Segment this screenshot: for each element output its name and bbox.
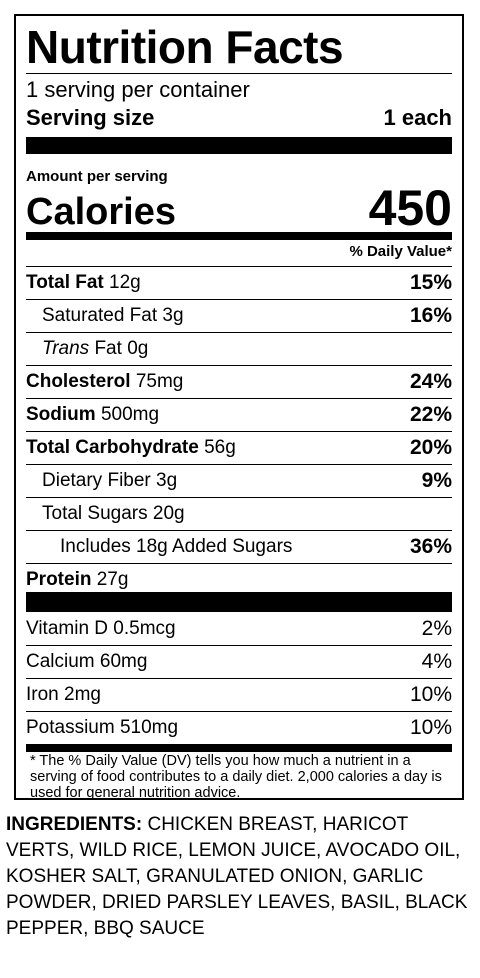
vitamin-amount: 2mg (64, 684, 101, 705)
nutrient-row-cholesterol: Cholesterol 75mg 24% (26, 365, 452, 398)
nutrient-dv: 20% (409, 436, 452, 459)
nutrient-amount: 3g (162, 305, 184, 326)
amount-per-serving: Amount per serving (26, 168, 168, 185)
nutrient-name: Saturated Fat (42, 305, 158, 326)
nutrient-name: Dietary Fiber (42, 470, 151, 491)
label-title: Nutrition Facts (26, 21, 344, 73)
nutrient-amount: 56g (204, 437, 236, 458)
nutrient-name: Fat (94, 338, 122, 359)
nutrient-dv: 16% (409, 304, 452, 327)
nutrient-rows: Total Fat 12g 15% Saturated Fat 3g 16% T… (26, 266, 452, 596)
serving-size-row: Serving size 1 each (26, 104, 452, 132)
vitamin-amount: 60mg (99, 651, 148, 672)
nutrient-amount: 12g (109, 272, 141, 293)
ingredients-label: INGREDIENTS: (6, 814, 143, 835)
nutrient-row-total-carbohydrate: Total Carbohydrate 56g 20% (26, 431, 452, 464)
nutrient-amount: 3g (156, 470, 178, 491)
nutrient-amount: 75mg (135, 371, 184, 392)
nutrient-row-trans-fat: Trans Fat 0g (26, 332, 452, 365)
calories-label: Calories (26, 191, 176, 233)
nutrient-row-sodium: Sodium 500mg 22% (26, 398, 452, 431)
nutrient-row-protein: Protein 27g (26, 563, 452, 596)
nutrient-dv: 9% (421, 469, 452, 492)
nutrient-amount: 27g (96, 569, 129, 590)
calories-row: Calories 450 (26, 182, 452, 234)
nutrient-row-total-sugars: Total Sugars 20g (26, 497, 452, 530)
vitamin-dv: 2% (421, 616, 452, 640)
vitamin-amount: 510mg (119, 717, 179, 738)
vitamin-row-vitamin-d: Vitamin D 0.5mcg 2% (26, 612, 452, 645)
vitamin-dv: 10% (409, 716, 452, 739)
serving-size-value: 1 each (383, 105, 453, 130)
nutrient-name-italic: Trans (42, 338, 90, 359)
nutrient-dv: 22% (409, 403, 452, 426)
vitamin-name: Potassium (26, 717, 115, 738)
nutrient-amount: 0g (127, 338, 149, 359)
ingredients-statement: INGREDIENTS: CHICKEN BREAST, HARICOT VER… (6, 812, 470, 942)
nutrition-facts-panel: Nutrition Facts 1 serving per container … (14, 14, 464, 801)
vitamin-rows: Vitamin D 0.5mcg 2% Calcium 60mg 4% Iron… (26, 612, 452, 744)
daily-value-footnote: * The % Daily Value (DV) tells you how m… (30, 753, 442, 801)
vitamin-name: Vitamin D (26, 617, 109, 639)
vitamin-row-calcium: Calcium 60mg 4% (26, 645, 452, 678)
calories-value: 450 (368, 180, 452, 236)
nutrient-row-saturated-fat: Saturated Fat 3g 16% (26, 299, 452, 332)
vitamin-name: Calcium (26, 651, 95, 672)
nutrient-dv: 24% (409, 370, 452, 393)
nutrient-row-dietary-fiber: Dietary Fiber 3g 9% (26, 464, 452, 497)
nutrient-name: Total Sugars (42, 503, 148, 524)
vitamin-row-iron: Iron 2mg 10% (26, 678, 452, 711)
vitamin-name: Iron (26, 684, 59, 705)
nutrient-name: Total Carbohydrate (26, 437, 199, 458)
divider-thick (26, 137, 452, 154)
nutrient-name: Protein (26, 569, 92, 590)
nutrient-amount: 20g (152, 503, 185, 524)
divider-footnote (26, 744, 452, 752)
servings-per-container: 1 serving per container (26, 77, 250, 102)
divider-vitamins (26, 592, 452, 612)
serving-size-label: Serving size (26, 105, 155, 130)
vitamin-row-potassium: Potassium 510mg 10% (26, 711, 452, 744)
nutrient-name: Cholesterol (26, 371, 131, 392)
nutrient-amount: 500mg (100, 404, 160, 425)
divider-medium (26, 232, 452, 240)
nutrient-name: Sodium (26, 404, 96, 425)
nutrient-dv: 15% (409, 271, 452, 294)
vitamin-amount: 0.5mcg (113, 617, 176, 639)
vitamin-dv: 4% (421, 650, 452, 673)
vitamin-dv: 10% (409, 683, 452, 706)
divider-thin (26, 73, 452, 74)
ingredients-text: CHICKEN BREAST, HARICOT VERTS, WILD RICE… (6, 814, 468, 939)
nutrient-dv: 36% (409, 535, 452, 558)
nutrient-name: Includes 18g Added Sugars (60, 536, 293, 557)
nutrient-name: Total Fat (26, 272, 104, 293)
daily-value-header: % Daily Value* (349, 243, 452, 260)
nutrient-row-added-sugars: Includes 18g Added Sugars 36% (26, 530, 452, 563)
nutrient-row-total-fat: Total Fat 12g 15% (26, 266, 452, 299)
